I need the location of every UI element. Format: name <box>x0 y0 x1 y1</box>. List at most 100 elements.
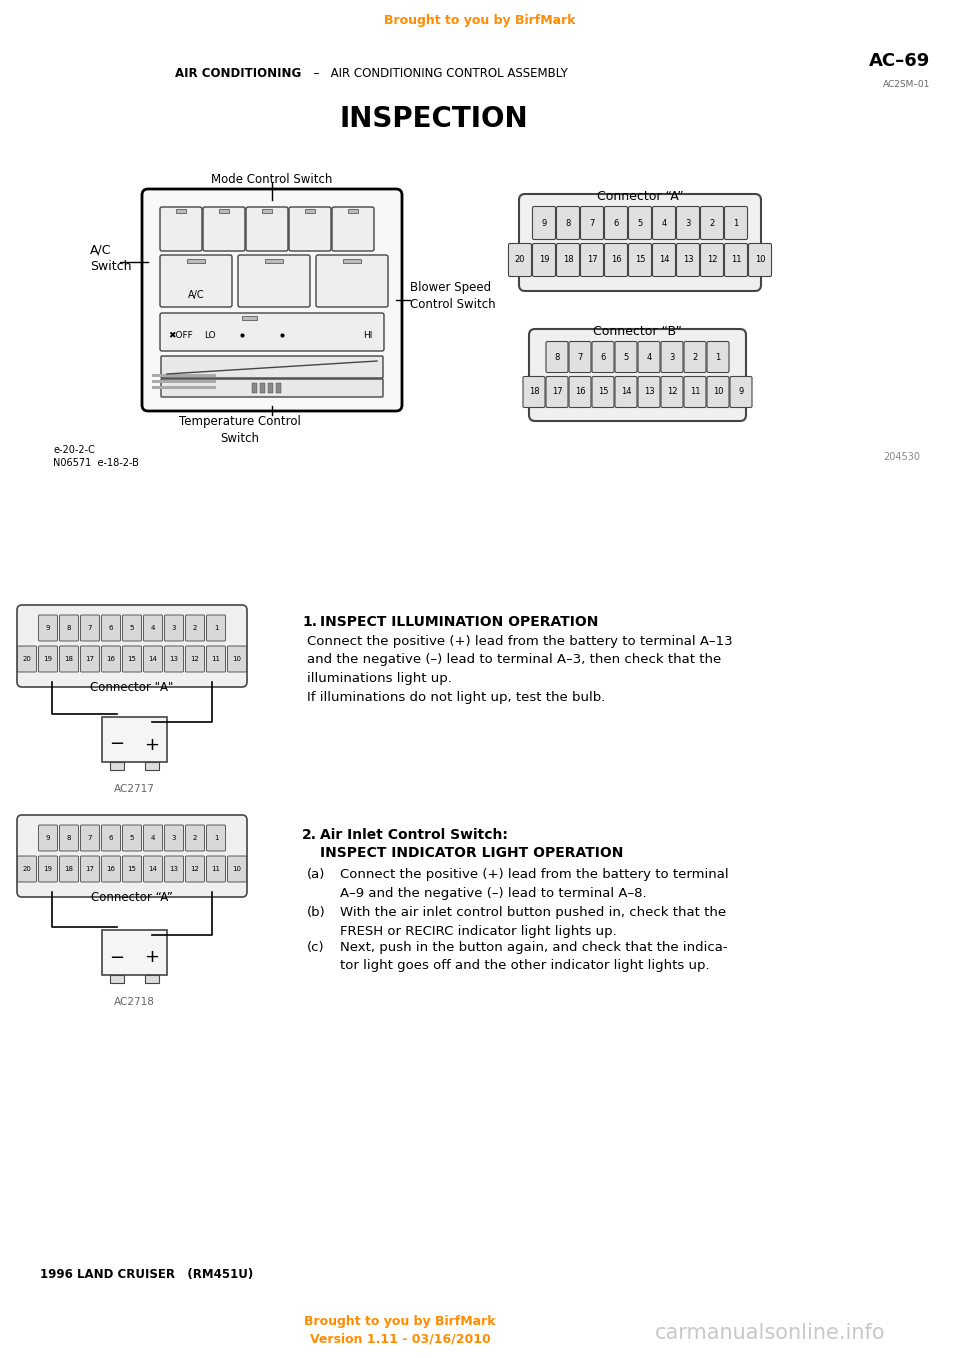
Text: 2: 2 <box>692 353 698 361</box>
Text: 19: 19 <box>43 866 53 872</box>
Text: 1: 1 <box>715 353 721 361</box>
Bar <box>252 383 257 392</box>
Bar <box>176 209 186 213</box>
Text: carmanualsonline.info: carmanualsonline.info <box>655 1323 885 1343</box>
Text: 15: 15 <box>598 387 609 397</box>
Text: 14: 14 <box>149 656 157 661</box>
Text: (a): (a) <box>307 868 325 881</box>
Text: 12: 12 <box>667 387 677 397</box>
Text: +: + <box>145 948 159 967</box>
Text: 8: 8 <box>565 219 570 228</box>
Bar <box>145 762 159 770</box>
FancyBboxPatch shape <box>160 312 384 350</box>
Text: 7: 7 <box>589 219 594 228</box>
FancyBboxPatch shape <box>749 243 772 277</box>
FancyBboxPatch shape <box>638 341 660 372</box>
FancyBboxPatch shape <box>102 717 167 762</box>
Text: 9: 9 <box>541 219 546 228</box>
FancyBboxPatch shape <box>38 826 58 851</box>
Text: 11: 11 <box>731 255 741 265</box>
Text: 5: 5 <box>637 219 642 228</box>
Text: 8: 8 <box>67 835 71 841</box>
FancyBboxPatch shape <box>316 255 388 307</box>
Text: 8: 8 <box>554 353 560 361</box>
FancyBboxPatch shape <box>238 255 310 307</box>
FancyBboxPatch shape <box>629 243 652 277</box>
FancyBboxPatch shape <box>677 206 700 239</box>
FancyBboxPatch shape <box>17 856 36 881</box>
Text: 9: 9 <box>46 625 50 631</box>
FancyBboxPatch shape <box>615 341 637 372</box>
Text: Connect the positive (+) lead from the battery to terminal
A–9 and the negative : Connect the positive (+) lead from the b… <box>340 868 729 899</box>
Text: 12: 12 <box>191 866 200 872</box>
Text: Air Inlet Control Switch:: Air Inlet Control Switch: <box>320 828 508 842</box>
FancyBboxPatch shape <box>615 376 637 407</box>
FancyBboxPatch shape <box>102 826 121 851</box>
FancyBboxPatch shape <box>677 243 700 277</box>
FancyBboxPatch shape <box>123 826 141 851</box>
Bar <box>260 383 265 392</box>
Text: 2: 2 <box>709 219 714 228</box>
FancyBboxPatch shape <box>164 856 183 881</box>
FancyBboxPatch shape <box>605 243 628 277</box>
Text: 10: 10 <box>232 866 242 872</box>
Text: LO: LO <box>204 330 216 340</box>
Text: Brought to you by BirfMark: Brought to you by BirfMark <box>304 1315 495 1328</box>
Bar <box>343 259 361 263</box>
FancyBboxPatch shape <box>684 376 706 407</box>
FancyBboxPatch shape <box>661 341 683 372</box>
Text: 3: 3 <box>172 625 177 631</box>
FancyBboxPatch shape <box>707 376 729 407</box>
Text: 9: 9 <box>46 835 50 841</box>
Text: 20: 20 <box>515 255 525 265</box>
Text: 17: 17 <box>587 255 597 265</box>
FancyBboxPatch shape <box>142 189 402 411</box>
Text: 12: 12 <box>191 656 200 661</box>
FancyBboxPatch shape <box>102 930 167 975</box>
Text: 5: 5 <box>623 353 629 361</box>
Text: 8: 8 <box>67 625 71 631</box>
Text: 7: 7 <box>87 625 92 631</box>
Text: Connect the positive (+) lead from the battery to terminal A–13
and the negative: Connect the positive (+) lead from the b… <box>307 636 732 703</box>
FancyBboxPatch shape <box>519 194 761 291</box>
Text: 12: 12 <box>707 255 717 265</box>
FancyBboxPatch shape <box>143 856 162 881</box>
FancyBboxPatch shape <box>289 206 331 251</box>
Text: 10: 10 <box>755 255 765 265</box>
Text: 13: 13 <box>170 866 179 872</box>
Text: 6: 6 <box>108 835 113 841</box>
FancyBboxPatch shape <box>38 856 58 881</box>
Text: AC2SM–01: AC2SM–01 <box>882 80 930 90</box>
FancyBboxPatch shape <box>185 826 204 851</box>
FancyBboxPatch shape <box>661 376 683 407</box>
FancyBboxPatch shape <box>161 356 383 378</box>
FancyBboxPatch shape <box>206 646 226 672</box>
FancyBboxPatch shape <box>81 615 100 641</box>
Text: e-20-2-C
N06571  e-18-2-B: e-20-2-C N06571 e-18-2-B <box>53 445 139 469</box>
FancyBboxPatch shape <box>228 856 247 881</box>
Text: 17: 17 <box>85 866 94 872</box>
FancyBboxPatch shape <box>38 615 58 641</box>
Text: 16: 16 <box>611 255 621 265</box>
FancyBboxPatch shape <box>546 376 568 407</box>
Text: 16: 16 <box>107 866 115 872</box>
Text: AC2718: AC2718 <box>114 997 155 1008</box>
FancyBboxPatch shape <box>529 329 746 421</box>
FancyBboxPatch shape <box>701 206 724 239</box>
FancyBboxPatch shape <box>605 206 628 239</box>
Text: 14: 14 <box>621 387 632 397</box>
FancyBboxPatch shape <box>185 646 204 672</box>
Text: Mode Control Switch: Mode Control Switch <box>211 172 333 186</box>
Text: 19: 19 <box>539 255 549 265</box>
Text: 204530: 204530 <box>883 452 920 462</box>
FancyBboxPatch shape <box>581 206 604 239</box>
FancyBboxPatch shape <box>164 615 183 641</box>
Text: 1: 1 <box>214 835 218 841</box>
FancyBboxPatch shape <box>38 646 58 672</box>
FancyBboxPatch shape <box>123 646 141 672</box>
Text: 1: 1 <box>214 625 218 631</box>
Text: 4: 4 <box>646 353 652 361</box>
FancyBboxPatch shape <box>81 826 100 851</box>
Text: +: + <box>145 736 159 754</box>
FancyBboxPatch shape <box>725 243 748 277</box>
